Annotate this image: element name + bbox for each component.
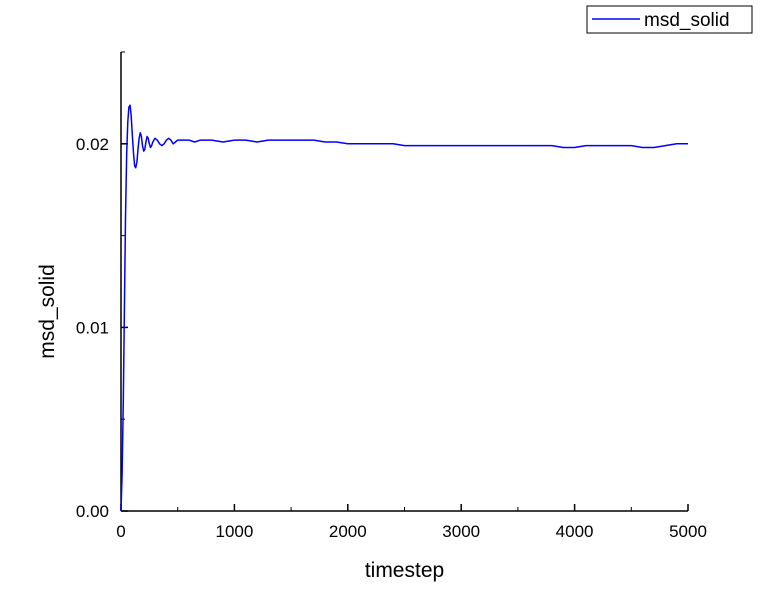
x-tick-label: 4000 bbox=[556, 522, 594, 541]
legend-label-msd-solid: msd_solid bbox=[644, 10, 730, 31]
y-ticks: 0.00 0.01 0.02 bbox=[76, 51, 128, 521]
y-axis-title: msd_solid bbox=[36, 264, 59, 359]
axes bbox=[120, 52, 688, 512]
plot-series bbox=[120, 104, 688, 512]
x-ticks: 0 1000 2000 3000 4000 5000 bbox=[116, 504, 707, 541]
x-tick-label: 2000 bbox=[329, 522, 367, 541]
x-tick-label: 1000 bbox=[215, 522, 253, 541]
y-tick-label: 0.00 bbox=[76, 502, 109, 521]
y-tick-label: 0.01 bbox=[76, 318, 109, 337]
x-tick-label: 0 bbox=[116, 522, 125, 541]
series-line-msd-solid bbox=[120, 104, 688, 512]
legend: msd_solid bbox=[586, 5, 753, 34]
x-tick-label: 3000 bbox=[442, 522, 480, 541]
x-axis-title: timestep bbox=[365, 559, 444, 582]
x-tick-label: 5000 bbox=[669, 522, 707, 541]
y-tick-label: 0.02 bbox=[76, 135, 109, 154]
